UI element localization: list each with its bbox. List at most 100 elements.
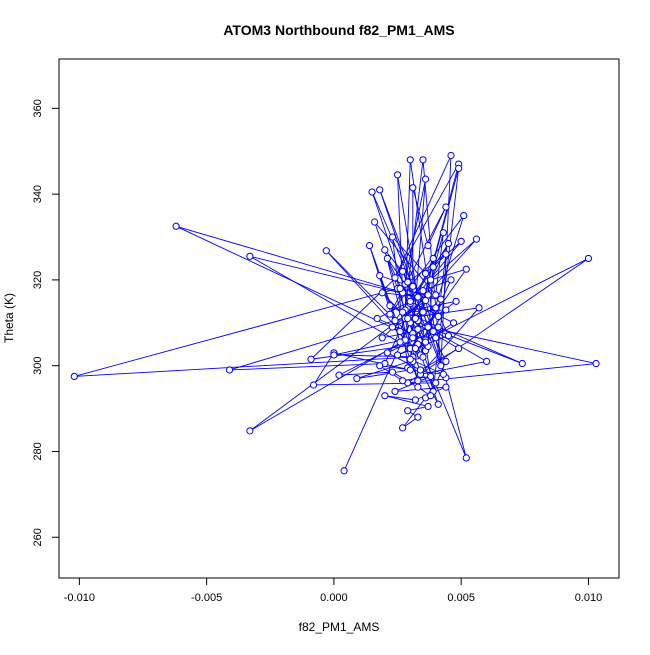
data-point: [373, 314, 381, 323]
data-point: [483, 357, 491, 365]
data-point: [439, 370, 447, 378]
data-point: [442, 250, 450, 258]
series-segment: [402, 397, 426, 429]
series-segment: [437, 254, 447, 317]
data-point: [424, 402, 432, 411]
data-point: [399, 308, 407, 316]
y-tick-label: 320: [32, 271, 44, 289]
series-segment: [175, 225, 401, 332]
data-point: [383, 254, 391, 263]
data-point: [381, 246, 389, 254]
data-point: [429, 263, 437, 271]
data-point: [388, 368, 397, 376]
data-point: [172, 222, 180, 230]
data-point: [399, 267, 407, 275]
series-segment: [412, 187, 429, 246]
data-point: [592, 359, 600, 368]
series-segment: [249, 255, 419, 298]
data-point: [419, 156, 427, 164]
data-point: [444, 332, 453, 340]
series-segment: [435, 232, 444, 295]
data-point: [391, 387, 399, 396]
data-point: [409, 282, 417, 290]
data-point: [365, 241, 374, 250]
data-point: [437, 295, 445, 303]
data-point: [411, 396, 419, 404]
data-point: [449, 319, 458, 327]
series-segment: [404, 253, 447, 285]
series-segment: [420, 360, 487, 375]
data-point: [409, 334, 417, 342]
chart-title: ATOM3 Northbound f82_PM1_AMS: [223, 22, 454, 38]
y-tick-label: 280: [32, 442, 44, 460]
series-segment: [435, 307, 449, 336]
plot-area: [70, 151, 600, 475]
data-point: [432, 334, 440, 342]
data-point: [442, 357, 450, 365]
data-point: [434, 312, 442, 320]
data-point: [378, 334, 386, 342]
data-point: [444, 239, 453, 248]
data-point: [411, 314, 419, 323]
data-point: [386, 302, 394, 310]
data-point: [421, 269, 430, 278]
x-tick-label: 0.005: [447, 592, 475, 604]
data-point: [406, 297, 414, 305]
data-point: [429, 254, 437, 263]
data-point: [434, 323, 442, 331]
data-point: [429, 327, 437, 335]
data-point: [399, 377, 407, 385]
x-axis-label: f82_PM1_AMS: [299, 620, 380, 634]
data-point: [460, 211, 468, 220]
data-point: [424, 291, 432, 299]
data-point: [442, 383, 450, 391]
data-point: [416, 366, 425, 374]
series-segment: [313, 352, 335, 386]
series-segment: [387, 330, 434, 354]
data-point: [376, 186, 384, 194]
data-point: [424, 323, 432, 331]
data-point: [414, 325, 422, 333]
data-point: [414, 293, 422, 301]
y-tick-label: 260: [32, 528, 44, 546]
data-point: [472, 235, 481, 243]
series-segment: [382, 292, 441, 300]
data-point: [406, 355, 414, 363]
data-point: [396, 338, 404, 346]
data-point: [307, 355, 315, 363]
series-segment: [74, 288, 398, 377]
y-tick-label: 360: [32, 99, 44, 117]
data-point: [368, 188, 376, 196]
data-point: [391, 317, 399, 325]
data-point: [452, 297, 460, 305]
data-point: [383, 349, 391, 357]
series-segment: [389, 305, 523, 364]
data-point: [376, 362, 384, 370]
data-point: [246, 427, 254, 435]
data-point: [414, 413, 422, 421]
data-point: [447, 276, 455, 284]
series-segment: [422, 159, 442, 366]
series-segment: [374, 221, 437, 296]
data-point: [455, 344, 463, 353]
series-segment: [407, 363, 597, 384]
data-point: [335, 371, 343, 379]
series-segment: [422, 279, 452, 292]
data-point: [393, 171, 402, 179]
series-segment: [325, 250, 426, 351]
series-segment: [397, 335, 449, 356]
data-point: [447, 151, 455, 160]
data-point: [427, 372, 435, 381]
data-point: [378, 289, 386, 297]
series-segment: [175, 225, 419, 298]
series-segment: [430, 268, 467, 281]
y-tick-label: 340: [32, 185, 44, 203]
series-segment: [249, 255, 411, 349]
x-tick-label: 0.010: [575, 592, 603, 604]
data-point: [432, 379, 440, 387]
data-point: [322, 247, 330, 255]
data-point: [442, 203, 450, 211]
